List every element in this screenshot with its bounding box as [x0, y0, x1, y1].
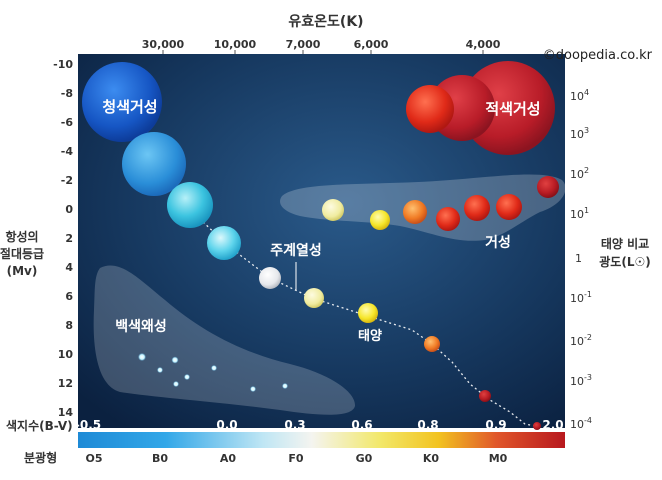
spectral-color-bar: [78, 432, 565, 448]
color-index-tick: 0.9: [485, 418, 506, 432]
right-tick-label: 103: [570, 126, 589, 141]
left-axis-title: 항성의 절대등급 (Mv): [0, 229, 44, 278]
star: [304, 288, 324, 308]
left-tick-label: 2: [65, 232, 73, 245]
left-tick-label: -2: [61, 174, 73, 187]
top-axis-title: 유효온도(K): [288, 14, 363, 30]
left-tick-label: -6: [61, 116, 74, 129]
right-axis-title-line: 태양 비교: [601, 236, 649, 251]
top-tick-label: 7,000: [286, 38, 321, 51]
white-dwarf-star: [211, 365, 217, 371]
left-tick-label: -10: [53, 58, 73, 71]
left-axis-title-line: 절대등급: [0, 247, 44, 261]
copyright: ©doopedia.co.kr: [543, 48, 653, 63]
right-tick-label: 10-4: [570, 416, 592, 431]
white-dwarf-star: [157, 367, 163, 373]
star: [167, 182, 213, 228]
label-white-dwarfs: 백색왜성: [115, 319, 167, 335]
right-tick-label: 10-2: [570, 333, 592, 348]
white-dwarf-star: [250, 386, 256, 392]
white-dwarf-star: [282, 383, 288, 389]
main-sequence-path: [107, 99, 541, 428]
spectral-class-label: G0: [356, 452, 373, 465]
top-tick-label: 6,000: [354, 38, 389, 51]
white-dwarf-star: [138, 353, 146, 361]
label-sun: 태양: [358, 329, 382, 344]
right-tick-label: 104: [570, 88, 589, 103]
color-index-tick: 2.0: [542, 418, 563, 432]
color-index-tick: -0.5: [75, 418, 101, 432]
top-tick-label: 10,000: [214, 38, 257, 51]
right-tick-label: 10-3: [570, 373, 592, 388]
left-tick-label: 0: [65, 203, 73, 216]
right-tick-label: 102: [570, 166, 589, 181]
spectral-class-labels: O5 B0 A0 F0 G0 K0 M0: [85, 452, 507, 465]
color-index-title: 색지수(B-V): [6, 418, 73, 433]
color-index-tick: 0.0: [216, 418, 237, 432]
left-tick-label: -4: [61, 145, 74, 158]
white-dwarf-star: [171, 356, 179, 364]
right-tick-label: 10-1: [570, 290, 592, 305]
left-tick-label: -8: [61, 87, 73, 100]
giant-star: [403, 200, 427, 224]
upper-main-sequence: [82, 62, 541, 430]
white-dwarf-region: [93, 265, 356, 415]
white-dwarf-star: [173, 381, 179, 387]
left-axis-title-line: 항성의: [5, 229, 38, 244]
label-giants: 거성: [485, 235, 511, 251]
color-index-tick: 0.3: [284, 418, 305, 432]
right-tick-label: 101: [570, 206, 589, 221]
red-supergiant-star: [406, 85, 454, 133]
left-axis-title-line: (Mv): [7, 264, 38, 278]
top-axis-ticks: 30,000 10,000 7,000 6,000 4,000: [142, 38, 501, 54]
left-tick-label: 6: [65, 290, 73, 303]
star: [82, 62, 162, 142]
color-index-ticks: -0.5 0.0 0.3 0.6 0.8 0.9 2.0: [75, 418, 564, 432]
right-axis-title: 태양 비교 광도(L☉): [599, 236, 650, 269]
left-tick-label: 12: [58, 377, 73, 390]
color-index-tick: 0.6: [351, 418, 372, 432]
left-tick-label: 4: [65, 261, 73, 274]
star: [122, 132, 186, 196]
spectral-class-title: 분광형: [24, 450, 57, 465]
red-supergiants: [406, 61, 555, 155]
star: [533, 422, 541, 430]
left-tick-label: 10: [58, 348, 74, 361]
label-blue-supergiants: 청색거성: [102, 98, 157, 116]
left-tick-label: 8: [65, 319, 73, 332]
color-index-tick: 0.8: [417, 418, 438, 432]
giant-star: [537, 176, 559, 198]
giant-star: [436, 207, 460, 231]
giant-star: [370, 210, 390, 230]
sun-star: [358, 303, 378, 323]
spectral-class-label: F0: [288, 452, 304, 465]
star: [259, 267, 281, 289]
spectral-class-label: M0: [489, 452, 508, 465]
white-dwarf-stars: [138, 353, 288, 392]
giant-star: [464, 195, 490, 221]
giant-stars: [322, 176, 559, 231]
label-main-sequence: 주계열성: [270, 242, 322, 259]
right-axis-title-line: 광도(L☉): [599, 254, 650, 269]
top-tick-label: 4,000: [466, 38, 501, 51]
spectral-class-label: K0: [423, 452, 440, 465]
left-axis-ticks: -10 -8 -6 -4 -2 0 2 4 6 8 10 12 14: [53, 58, 73, 419]
giant-star: [496, 194, 522, 220]
spectral-class-label: B0: [152, 452, 168, 465]
star: [424, 336, 440, 352]
label-red-supergiants: 적색거성: [485, 100, 540, 118]
right-tick-label: 1: [575, 252, 582, 265]
right-axis-ticks: 104 103 102 101 1 10-1 10-2 10-3 10-4: [570, 88, 592, 431]
giant-star: [322, 199, 344, 221]
spectral-class-label: O5: [85, 452, 102, 465]
spectral-class-label: A0: [220, 452, 237, 465]
top-tick-label: 30,000: [142, 38, 185, 51]
left-tick-label: 14: [58, 406, 74, 419]
star: [207, 226, 241, 260]
star: [479, 390, 491, 402]
white-dwarf-star: [184, 374, 190, 380]
